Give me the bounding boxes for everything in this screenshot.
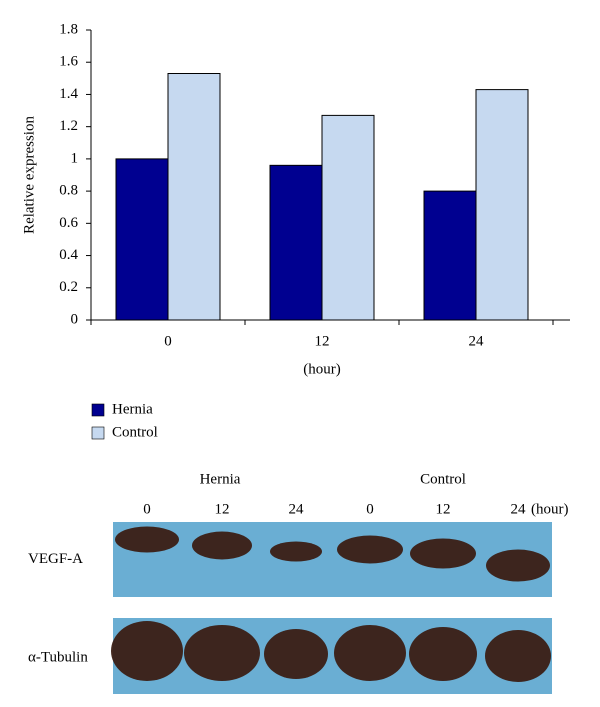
legend-label: Control <box>112 424 158 440</box>
blot-row-label: VEGF-A <box>28 551 83 567</box>
lane-label: 24 <box>289 501 305 517</box>
y-tick-label: 0.6 <box>59 215 78 231</box>
lane-label: 12 <box>436 501 451 517</box>
bar <box>475 89 529 321</box>
bar <box>321 114 375 321</box>
x-tick-label: 24 <box>469 333 485 349</box>
y-tick-label: 1 <box>71 150 79 166</box>
x-tick-label: 12 <box>315 333 330 349</box>
blot-row-label: α-Tubulin <box>28 649 88 665</box>
blot-band <box>111 621 183 681</box>
x-tick-label: 0 <box>164 333 172 349</box>
legend-swatch <box>91 403 105 417</box>
blot-group-label: Control <box>420 471 466 487</box>
blot-band <box>270 541 322 562</box>
legend-label: Hernia <box>112 401 153 417</box>
y-tick-label: 0.8 <box>59 183 78 199</box>
blot-band <box>410 538 476 569</box>
blot-band <box>334 625 406 681</box>
bar <box>269 164 323 321</box>
blot-band <box>485 630 551 682</box>
lane-label: 0 <box>366 501 374 517</box>
blot-group-label: Hernia <box>200 471 241 487</box>
lane-unit: (hour) <box>531 501 569 517</box>
lane-label: 24 <box>511 501 527 517</box>
x-axis-label: (hour) <box>303 361 341 377</box>
y-tick-label: 1.4 <box>59 86 78 102</box>
y-tick-label: 1.6 <box>59 54 78 70</box>
lane-label: 0 <box>143 501 151 517</box>
blot-band <box>264 629 328 679</box>
blot-band <box>486 549 550 582</box>
bar <box>167 73 221 321</box>
y-tick-label: 0.4 <box>59 247 78 263</box>
blot-band <box>337 535 403 564</box>
blot-band <box>409 627 477 681</box>
y-tick-label: 0 <box>71 311 79 327</box>
y-tick-label: 0.2 <box>59 279 78 295</box>
blot-band <box>115 526 179 553</box>
bar <box>115 158 169 321</box>
legend-swatch <box>91 426 105 440</box>
blot-band <box>184 625 260 681</box>
blot-membrane <box>113 522 552 597</box>
lane-label: 12 <box>215 501 230 517</box>
y-tick-label: 1.8 <box>59 21 78 37</box>
blot-band <box>192 531 252 560</box>
y-tick-label: 1.2 <box>59 118 78 134</box>
bar <box>423 190 477 321</box>
y-axis-label: Relative expression <box>21 116 37 234</box>
